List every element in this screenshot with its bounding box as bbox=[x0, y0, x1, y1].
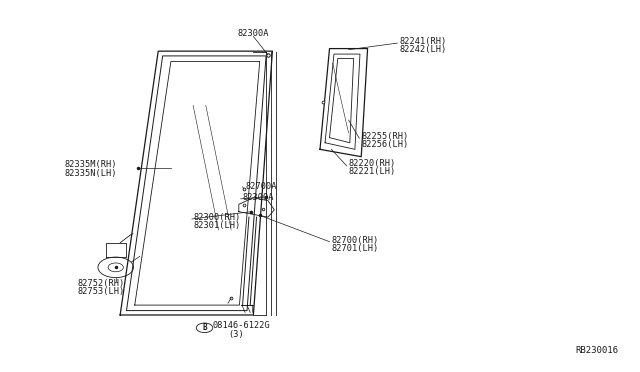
Text: 82256(LH): 82256(LH) bbox=[361, 141, 408, 150]
Text: 82300A: 82300A bbox=[237, 29, 269, 38]
Text: 82300A: 82300A bbox=[243, 193, 274, 202]
Text: 82700(RH): 82700(RH) bbox=[332, 236, 379, 245]
Text: 82242(LH): 82242(LH) bbox=[399, 45, 447, 54]
Text: B: B bbox=[202, 323, 207, 332]
Text: 82700A: 82700A bbox=[245, 182, 276, 191]
Text: 82335N(LH): 82335N(LH) bbox=[65, 169, 118, 178]
Text: RB230016: RB230016 bbox=[575, 346, 618, 355]
Text: (3): (3) bbox=[228, 330, 244, 339]
Text: 82241(RH): 82241(RH) bbox=[399, 37, 447, 46]
Text: 82221(LH): 82221(LH) bbox=[349, 167, 396, 176]
Text: 82753(LH): 82753(LH) bbox=[77, 287, 125, 296]
Text: 08146-6122G: 08146-6122G bbox=[212, 321, 270, 330]
Text: 82752(RH): 82752(RH) bbox=[77, 279, 125, 288]
Text: 82301(LH): 82301(LH) bbox=[193, 221, 241, 230]
Text: 82255(RH): 82255(RH) bbox=[361, 132, 408, 141]
Text: 82300(RH): 82300(RH) bbox=[193, 213, 241, 222]
Text: 82701(LH): 82701(LH) bbox=[332, 244, 379, 253]
Text: 82220(RH): 82220(RH) bbox=[349, 159, 396, 168]
Text: 82335M(RH): 82335M(RH) bbox=[65, 160, 118, 169]
